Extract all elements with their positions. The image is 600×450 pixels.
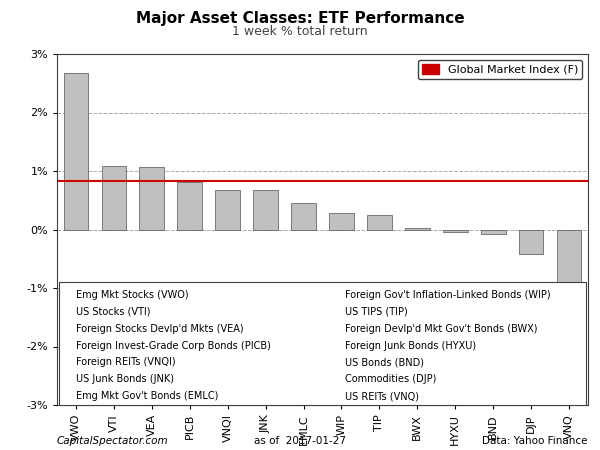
Text: Commodities (DJP): Commodities (DJP) xyxy=(345,374,437,384)
Bar xyxy=(481,230,506,234)
Text: Major Asset Classes: ETF Performance: Major Asset Classes: ETF Performance xyxy=(136,11,464,26)
Bar xyxy=(215,190,240,230)
Bar xyxy=(64,73,88,230)
FancyBboxPatch shape xyxy=(59,282,586,405)
Bar xyxy=(367,215,392,230)
Text: US REITs (VNQ): US REITs (VNQ) xyxy=(345,391,419,401)
Text: Foreign Devlp'd Mkt Gov't Bonds (BWX): Foreign Devlp'd Mkt Gov't Bonds (BWX) xyxy=(345,324,538,334)
Bar xyxy=(519,230,544,254)
Text: Foreign REITs (VNQI): Foreign REITs (VNQI) xyxy=(76,357,176,368)
Bar xyxy=(253,190,278,230)
Text: 1 week % total return: 1 week % total return xyxy=(232,25,368,38)
Text: Foreign Invest-Grade Corp Bonds (PICB): Foreign Invest-Grade Corp Bonds (PICB) xyxy=(76,341,271,351)
Bar xyxy=(557,230,581,287)
Text: CapitalSpectator.com: CapitalSpectator.com xyxy=(57,436,169,446)
Bar xyxy=(443,230,467,232)
Text: Emg Mkt Stocks (VWO): Emg Mkt Stocks (VWO) xyxy=(76,290,188,300)
Text: as of  2017-01-27: as of 2017-01-27 xyxy=(254,436,346,446)
Legend: Global Market Index (F): Global Market Index (F) xyxy=(418,59,583,79)
Bar xyxy=(291,203,316,230)
Text: Foreign Junk Bonds (HYXU): Foreign Junk Bonds (HYXU) xyxy=(345,341,476,351)
Text: Data: Yahoo Finance: Data: Yahoo Finance xyxy=(482,436,588,446)
Text: Foreign Gov't Inflation-Linked Bonds (WIP): Foreign Gov't Inflation-Linked Bonds (WI… xyxy=(345,290,551,300)
Bar xyxy=(329,213,354,230)
Text: US Bonds (BND): US Bonds (BND) xyxy=(345,357,424,368)
Bar xyxy=(405,228,430,230)
Text: US Stocks (VTI): US Stocks (VTI) xyxy=(76,307,151,317)
Text: US TIPS (TIP): US TIPS (TIP) xyxy=(345,307,408,317)
Bar xyxy=(139,167,164,230)
Bar xyxy=(101,166,126,230)
Bar xyxy=(178,181,202,230)
Text: US Junk Bonds (JNK): US Junk Bonds (JNK) xyxy=(76,374,174,384)
Text: Foreign Stocks Devlp'd Mkts (VEA): Foreign Stocks Devlp'd Mkts (VEA) xyxy=(76,324,244,334)
Text: Emg Mkt Gov't Bonds (EMLC): Emg Mkt Gov't Bonds (EMLC) xyxy=(76,391,218,401)
